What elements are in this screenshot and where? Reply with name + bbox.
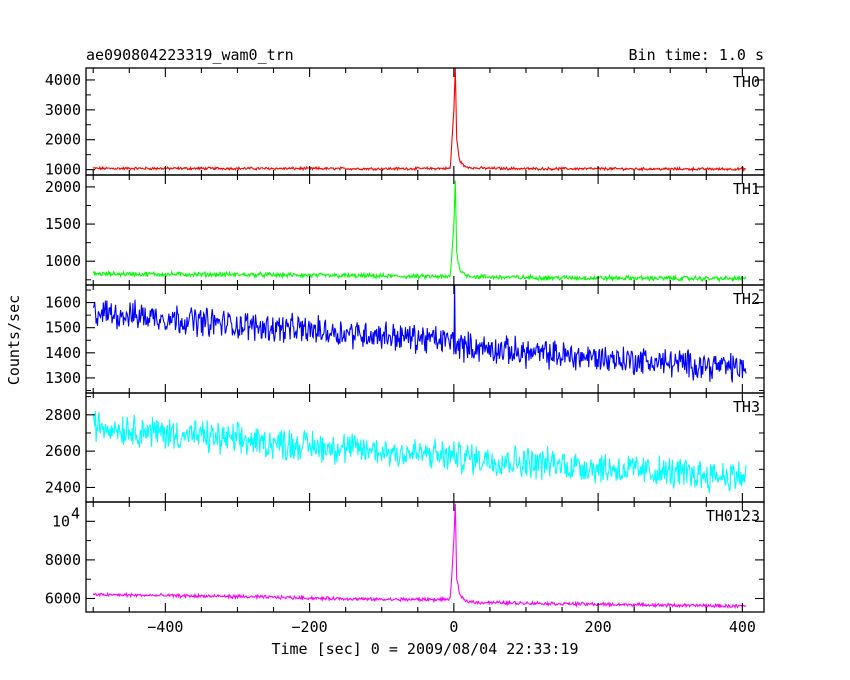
- y-tick-label: 1000: [45, 161, 81, 179]
- y-tick-label: 1000: [45, 252, 81, 270]
- y-tick-label: 2800: [45, 406, 81, 424]
- chart-title-left: ae090804223319_wam0_trn: [86, 46, 294, 64]
- y-tick-label: 1300: [45, 369, 81, 387]
- y-tick-label: 6000: [45, 589, 81, 607]
- x-tick-label: 200: [585, 618, 612, 636]
- panel-frame-th1: [85, 174, 765, 286]
- x-axis-label: Time [sec] 0 = 2009/08/04 22:33:19: [271, 640, 578, 658]
- y-tick-label: 1500: [45, 319, 81, 337]
- y-axis-label: Counts/sec: [5, 295, 23, 385]
- y-tick-label: 8000: [45, 551, 81, 569]
- series-th0123-line: [92, 503, 747, 610]
- panel-label-th2: TH2: [733, 290, 760, 308]
- y-tick-label: 2400: [45, 478, 81, 496]
- x-tick-label: −200: [292, 618, 328, 636]
- y-tick-label: 3000: [45, 101, 81, 119]
- y-tick-label: 2600: [45, 442, 81, 460]
- series-th0-line: [92, 68, 747, 173]
- y-tick-label: 2000: [45, 178, 81, 196]
- panel-label-th1: TH1: [733, 180, 760, 198]
- y-tick-label: 10: [52, 512, 70, 530]
- y-tick-label: 2000: [45, 131, 81, 149]
- x-tick-label: 0: [449, 618, 458, 636]
- series-th2-line: [92, 285, 747, 383]
- x-tick-labels: −400 −200 0 200 400: [147, 618, 756, 636]
- panel-frame-th0123: [85, 501, 765, 613]
- y-tick-label: 1500: [45, 215, 81, 233]
- panel-label-th3: TH3: [733, 398, 760, 416]
- series-th3-line: [92, 411, 747, 494]
- chart-title-right: Bin time: 1.0 s: [629, 46, 764, 64]
- panel-label-th0123: TH0123: [706, 507, 760, 525]
- x-tick-label: −400: [147, 618, 183, 636]
- y-tick-label: 4000: [45, 71, 81, 89]
- panel-label-th0: TH0: [733, 73, 760, 91]
- y-tick-label-exponent: 4: [71, 504, 80, 522]
- series-th1-line: [92, 180, 747, 283]
- panel-frame-th0: [85, 67, 765, 176]
- y-tick-label: 1600: [45, 294, 81, 312]
- x-tick-label: 400: [729, 618, 756, 636]
- y-tick-label: 1400: [45, 344, 81, 362]
